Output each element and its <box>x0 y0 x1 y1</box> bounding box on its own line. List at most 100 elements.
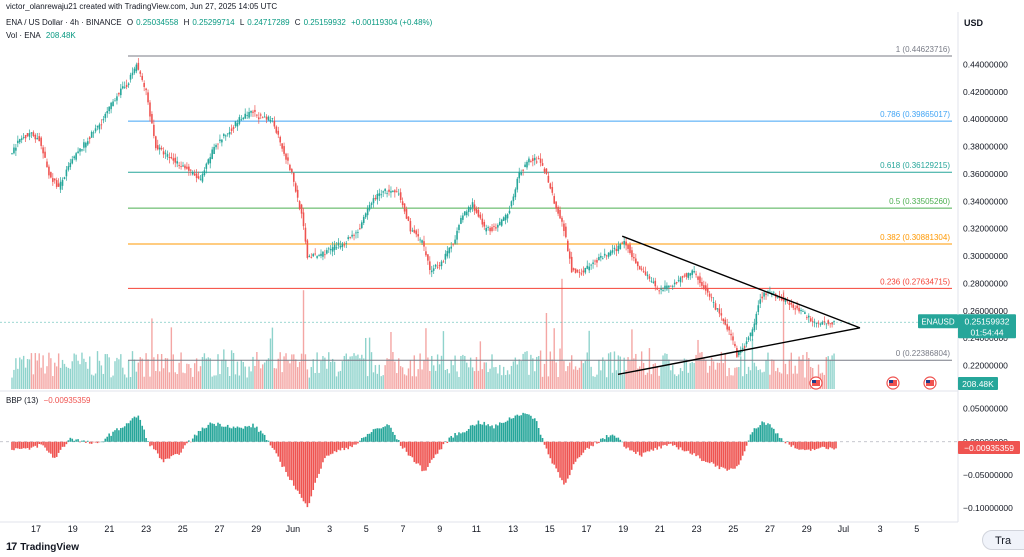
bbp-bar <box>32 441 35 447</box>
candle-body <box>294 183 297 192</box>
volume-bar <box>213 375 215 389</box>
volume-bar <box>742 376 744 389</box>
bbp-label[interactable]: BBP (13) <box>6 396 39 405</box>
bbp-bar <box>611 434 614 442</box>
candle-body <box>605 255 608 257</box>
bbp-bar <box>773 428 775 442</box>
candle-body <box>349 237 351 239</box>
candle-body <box>623 241 625 245</box>
bbp-bar <box>263 434 266 442</box>
volume-bar <box>806 352 808 389</box>
time-tick-label: 21 <box>655 524 665 534</box>
candle-body <box>395 191 398 193</box>
bbp-bar <box>609 435 612 442</box>
time-tick-label: 27 <box>214 524 224 534</box>
triangle-upper-line[interactable] <box>621 235 861 329</box>
candle-body <box>353 234 355 236</box>
bbp-bar <box>495 424 497 442</box>
symbol-title[interactable]: ENA / US Dollar · 4h · BINANCE <box>6 18 122 27</box>
candle-body <box>320 253 322 256</box>
candle-body <box>219 139 221 142</box>
bbp-bar <box>796 441 798 449</box>
volume-bar <box>15 358 17 389</box>
candle-body <box>277 130 280 135</box>
volume-bar <box>17 368 19 389</box>
bbp-bar <box>267 440 270 442</box>
bbp-bar <box>448 437 451 442</box>
volume-bar <box>48 352 50 389</box>
volume-bar <box>155 370 157 389</box>
volume-bar <box>197 371 200 389</box>
volume-bar <box>184 373 186 389</box>
candle-body <box>551 187 554 193</box>
bbp-bar <box>13 441 15 451</box>
bbp-bar <box>442 441 445 445</box>
bbp-bar <box>69 437 72 442</box>
candle-body <box>493 226 495 227</box>
bbp-bar <box>125 423 128 442</box>
volume-bar <box>485 362 487 389</box>
volume-bar <box>456 371 458 389</box>
candle-body <box>796 305 798 309</box>
candle-body <box>170 156 173 159</box>
volume-bar <box>561 278 563 389</box>
bbp-bar <box>215 425 217 442</box>
bbp-bar <box>20 441 23 449</box>
volume-bar <box>514 357 517 389</box>
bbp-bar <box>656 441 659 450</box>
volume-value: 208.48K <box>45 31 76 40</box>
fib-level-label: 1 (0.44623716) <box>896 45 951 54</box>
volume-bar <box>450 360 452 389</box>
candle-body <box>497 224 499 228</box>
bbp-bar <box>211 423 213 442</box>
bbp-bar <box>219 423 221 442</box>
candle-body <box>679 277 682 283</box>
bbp-bar <box>547 441 550 455</box>
volume-bar <box>287 360 289 389</box>
candle-body <box>699 276 701 284</box>
volume-bar <box>707 372 709 389</box>
bbp-bar <box>697 441 699 456</box>
bbp-bar <box>429 441 431 464</box>
candle-body <box>658 290 660 292</box>
triangle-lower-line[interactable] <box>617 327 861 376</box>
time-tick-label: 3 <box>327 524 332 534</box>
volume-bar <box>714 369 717 389</box>
bbp-bar <box>493 428 495 442</box>
candle-body <box>155 136 157 149</box>
volume-bar <box>269 338 272 389</box>
bbp-bar <box>258 431 260 442</box>
candle-body <box>817 322 820 324</box>
candle-body <box>145 88 147 91</box>
volume-bar <box>380 376 382 389</box>
bbp-bar <box>388 425 390 442</box>
volume-bar <box>631 329 633 389</box>
volume-bar <box>639 366 641 389</box>
bbp-bar <box>361 438 363 442</box>
bbp-bar <box>699 441 701 459</box>
volume-bar <box>114 361 116 389</box>
bbp-bar <box>471 424 474 442</box>
candle-body <box>673 282 676 285</box>
bbp-bar <box>613 435 616 442</box>
volume-bar <box>30 353 33 389</box>
candle-body <box>341 243 344 248</box>
candle-body <box>48 166 50 176</box>
trade-button[interactable]: Tra <box>982 530 1024 550</box>
candle-body <box>421 240 423 243</box>
candle-body <box>831 322 833 325</box>
volume-bar <box>157 354 159 389</box>
volume-bar <box>753 362 756 389</box>
candle-body <box>108 106 110 112</box>
volume-bar <box>681 371 684 389</box>
volume-bar <box>602 357 604 389</box>
volume-bar <box>238 375 241 389</box>
volume-label[interactable]: Vol · ENA <box>6 31 41 40</box>
bbp-bar <box>256 426 258 442</box>
candle-body <box>52 178 54 182</box>
tradingview-logo[interactable]: 17 TradingView <box>6 541 79 553</box>
volume-bar <box>339 370 342 389</box>
bbp-bar <box>582 441 585 453</box>
candle-body <box>475 208 478 213</box>
